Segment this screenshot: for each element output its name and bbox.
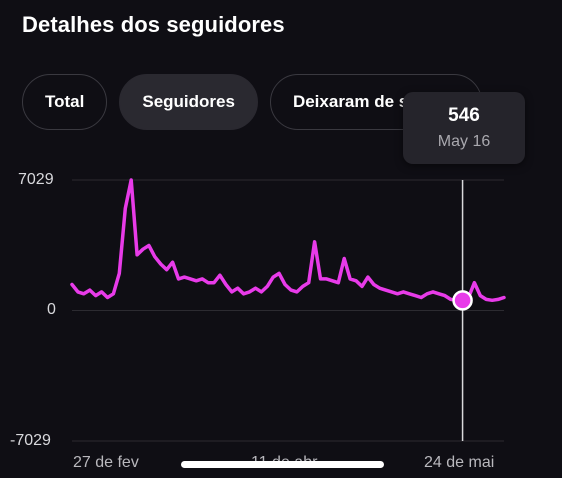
highlighted-data-point[interactable] bbox=[452, 290, 473, 311]
tab-followers[interactable]: Seguidores bbox=[119, 74, 258, 130]
followers-series-line bbox=[70, 178, 506, 303]
y-tick-top: 7029 bbox=[18, 171, 54, 188]
tooltip-date: May 16 bbox=[437, 133, 491, 150]
data-point-tooltip: 546 May 16 bbox=[403, 92, 525, 164]
x-tick-end: 24 de mai bbox=[424, 454, 495, 471]
x-tick-start: 27 de fev bbox=[73, 454, 139, 471]
tooltip-value: 546 bbox=[448, 105, 480, 126]
home-indicator[interactable] bbox=[181, 461, 384, 468]
y-tick-zero: 0 bbox=[47, 301, 56, 318]
tab-total[interactable]: Total bbox=[22, 74, 108, 130]
tab-total-label: Total bbox=[45, 92, 85, 111]
tab-followers-label: Seguidores bbox=[142, 92, 235, 111]
page-title: Detalhes dos seguidores bbox=[22, 12, 285, 37]
y-tick-bottom: -7029 bbox=[10, 432, 51, 449]
